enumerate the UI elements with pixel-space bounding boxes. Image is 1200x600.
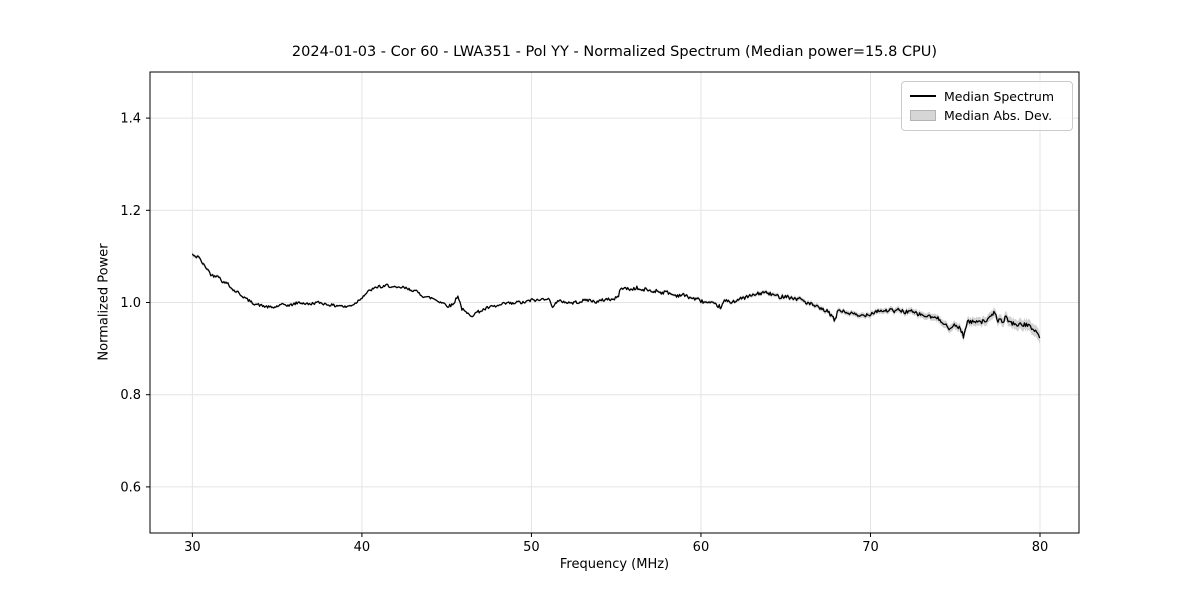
x-tick-label: 80 xyxy=(1032,540,1049,555)
x-tick-label: 40 xyxy=(354,540,371,555)
x-tick-label: 50 xyxy=(523,540,540,555)
median-spectrum-line xyxy=(191,253,1041,339)
x-tick-label: 70 xyxy=(862,540,879,555)
legend-line-swatch xyxy=(910,95,936,98)
legend-label-median-spectrum: Median Spectrum xyxy=(944,88,1055,104)
tick-marks xyxy=(146,117,1041,537)
x-tick-label: 60 xyxy=(693,540,710,555)
legend-row-median-abs-dev: Median Abs. Dev. xyxy=(910,108,1064,123)
y-tick-label: 1.2 xyxy=(120,204,141,219)
y-tick-label: 0.8 xyxy=(120,388,141,403)
y-tick-label: 0.6 xyxy=(120,480,141,495)
legend-label-median-abs-dev: Median Abs. Dev. xyxy=(944,108,1053,124)
y-tick-label: 1.0 xyxy=(120,296,141,311)
x-axis-label: Frequency (MHz) xyxy=(559,557,670,572)
y-axis-label: Normalized Power xyxy=(96,243,112,361)
x-tick-label: 30 xyxy=(184,540,201,555)
chart-title: 2024-01-03 - Cor 60 - LWA351 - Pol YY - … xyxy=(291,44,938,60)
legend-row-median-spectrum: Median Spectrum xyxy=(910,89,1064,104)
legend: Median Spectrum Median Abs. Dev. xyxy=(901,81,1073,131)
y-tick-label: 1.4 xyxy=(120,112,141,127)
gridlines xyxy=(150,72,1079,533)
tick-labels: 30 40 50 60 70 80 0.6 0.8 1.0 1.2 1.4 xyxy=(120,112,1048,555)
legend-patch-swatch xyxy=(910,110,936,122)
